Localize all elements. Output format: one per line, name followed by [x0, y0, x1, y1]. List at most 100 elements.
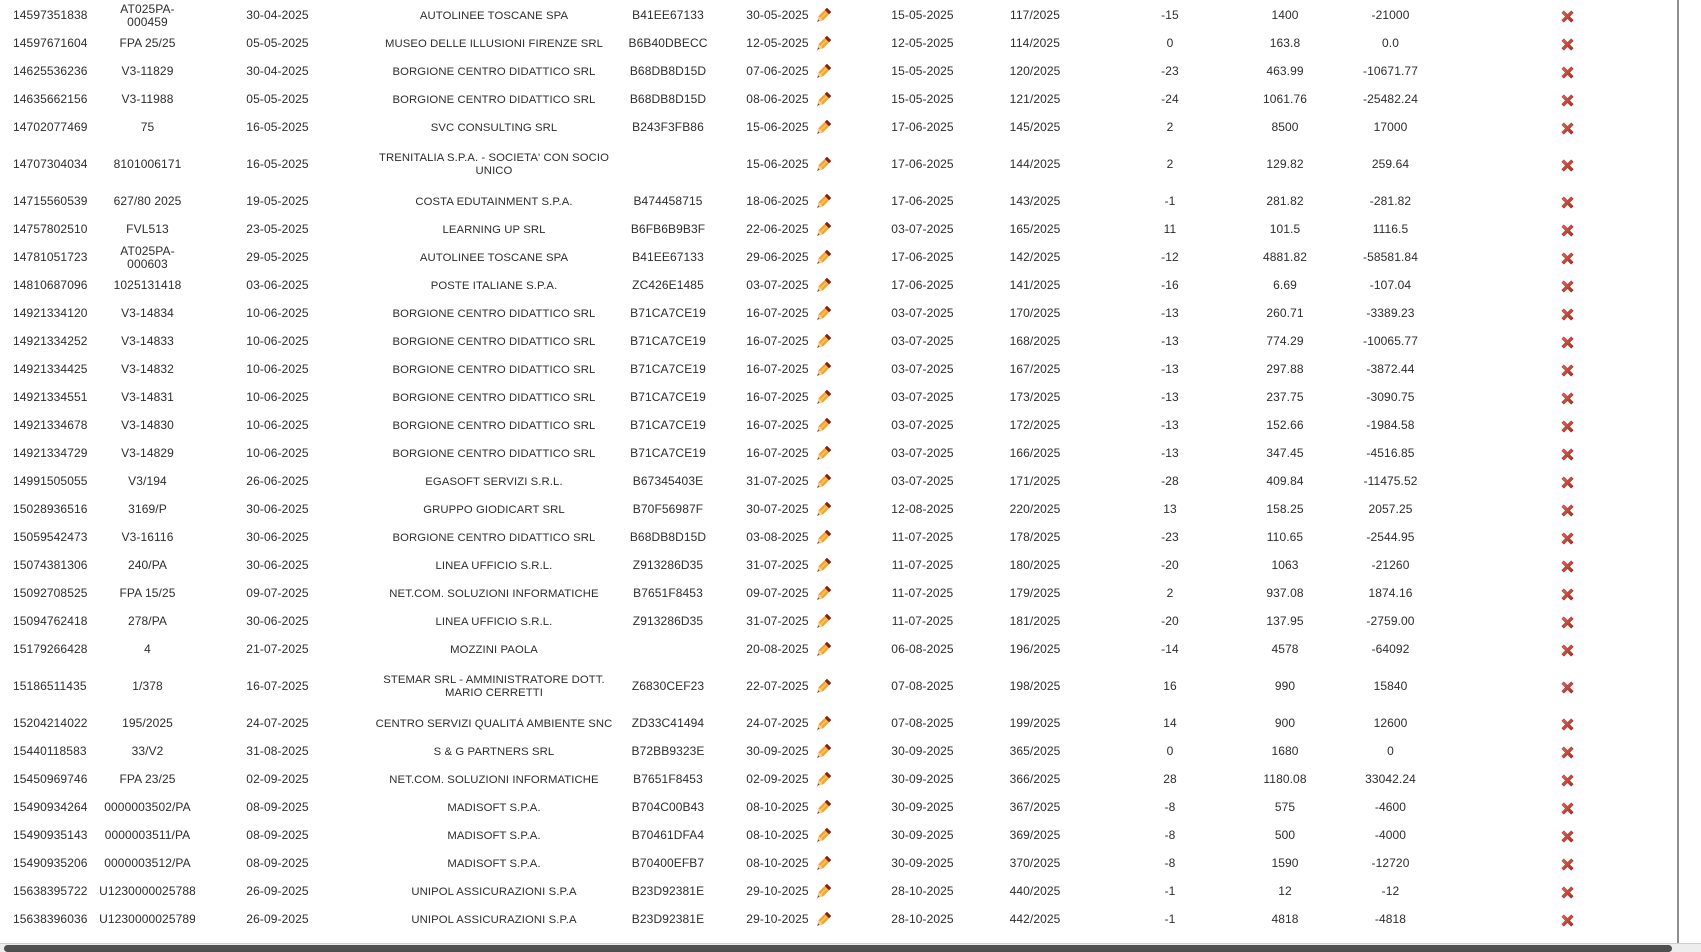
cell-mandate-number: 440/2025: [1009, 885, 1061, 899]
cell-mandate-number: 179/2025: [1009, 587, 1061, 601]
cell-total-amount: 1874.16: [1368, 587, 1413, 601]
edit-due-date-pencil-icon[interactable]: [814, 333, 832, 351]
cell-document-date: 30-06-2025: [246, 531, 309, 545]
edit-due-date-pencil-icon[interactable]: [814, 221, 832, 239]
cell-due-date: 08-10-2025: [708, 855, 870, 873]
delete-row-x-icon[interactable]: [1560, 773, 1575, 788]
delete-row-x-icon[interactable]: [1560, 93, 1575, 108]
cell-due-date: 16-07-2025: [708, 361, 870, 379]
cell-cig-code: B70F56987F: [632, 503, 704, 517]
delete-row-x-icon[interactable]: [1560, 559, 1575, 574]
cell-payment-date: 11-07-2025: [891, 531, 954, 545]
edit-due-date-pencil-icon[interactable]: [814, 119, 832, 137]
invoice-table: 14597351838 AT025PA-000459 30-04-2025 AU…: [0, 2, 1678, 934]
edit-due-date-pencil-icon[interactable]: [814, 855, 832, 873]
edit-due-date-pencil-icon[interactable]: [814, 557, 832, 575]
delete-row-x-icon[interactable]: [1560, 829, 1575, 844]
edit-due-date-pencil-icon[interactable]: [814, 417, 832, 435]
delete-row-x-icon[interactable]: [1560, 363, 1575, 378]
cell-amount: 575: [1274, 801, 1296, 815]
cell-cig-code: B71CA7CE19: [630, 307, 706, 321]
delete-row-x-icon[interactable]: [1560, 121, 1575, 136]
delete-row-x-icon[interactable]: [1560, 717, 1575, 732]
table-row: 15092708525 FPA 15/25 09-07-2025 NET.COM…: [0, 580, 1678, 608]
delete-row-x-icon[interactable]: [1560, 680, 1575, 695]
delete-row-x-icon[interactable]: [1560, 307, 1575, 322]
edit-due-date-pencil-icon[interactable]: [814, 501, 832, 519]
edit-due-date-pencil-icon[interactable]: [814, 35, 832, 53]
edit-due-date-pencil-icon[interactable]: [814, 883, 832, 901]
delete-row-x-icon[interactable]: [1560, 279, 1575, 294]
edit-due-date-pencil-icon[interactable]: [814, 473, 832, 491]
table-row: 15490935206 0000003512/PA 08-09-2025 MAD…: [0, 850, 1678, 878]
edit-due-date-pencil-icon[interactable]: [814, 156, 832, 174]
delete-row-x-icon[interactable]: [1560, 9, 1575, 24]
cell-document-number: U1230000025789: [100, 913, 195, 927]
delete-row-x-icon[interactable]: [1560, 885, 1575, 900]
due-date-value: 30-07-2025: [746, 502, 809, 517]
delete-row-x-icon[interactable]: [1560, 531, 1575, 546]
delete-row-x-icon[interactable]: [1560, 913, 1575, 928]
delete-row-x-icon[interactable]: [1560, 195, 1575, 210]
delete-row-x-icon[interactable]: [1560, 745, 1575, 760]
table-row: 15440118583 33/V2 31-08-2025 S & G PARTN…: [0, 738, 1678, 766]
horizontal-scrollbar[interactable]: [0, 943, 1701, 952]
scrollbar-thumb[interactable]: [4, 945, 1672, 952]
edit-due-date-pencil-icon[interactable]: [814, 771, 832, 789]
edit-due-date-pencil-icon[interactable]: [814, 193, 832, 211]
delete-row-x-icon[interactable]: [1560, 158, 1575, 173]
cell-due-date: 15-06-2025: [708, 156, 870, 174]
cell-document-date: 21-07-2025: [246, 643, 309, 657]
delete-row-x-icon[interactable]: [1560, 857, 1575, 872]
due-date-value: 22-07-2025: [746, 679, 809, 694]
delete-row-x-icon[interactable]: [1560, 643, 1575, 658]
delete-row-x-icon[interactable]: [1560, 65, 1575, 80]
edit-due-date-pencil-icon[interactable]: [814, 715, 832, 733]
cell-document-number: 4: [144, 643, 151, 657]
edit-due-date-pencil-icon[interactable]: [814, 445, 832, 463]
delete-row-x-icon[interactable]: [1560, 391, 1575, 406]
edit-due-date-pencil-icon[interactable]: [814, 389, 832, 407]
delete-row-x-icon[interactable]: [1560, 447, 1575, 462]
edit-due-date-pencil-icon[interactable]: [814, 743, 832, 761]
edit-due-date-pencil-icon[interactable]: [814, 361, 832, 379]
cell-due-date: 16-07-2025: [708, 445, 870, 463]
edit-due-date-pencil-icon[interactable]: [814, 305, 832, 323]
edit-due-date-pencil-icon[interactable]: [814, 585, 832, 603]
cell-supplier-name: LINEA UFFICIO S.R.L.: [435, 615, 553, 628]
cell-payment-date: 30-09-2025: [891, 829, 954, 843]
edit-due-date-pencil-icon[interactable]: [814, 277, 832, 295]
edit-due-date-pencil-icon[interactable]: [814, 827, 832, 845]
edit-due-date-pencil-icon[interactable]: [814, 799, 832, 817]
delete-row-x-icon[interactable]: [1560, 475, 1575, 490]
table-row: 14921334678 V3-14830 10-06-2025 BORGIONE…: [0, 412, 1678, 440]
edit-due-date-pencil-icon[interactable]: [814, 91, 832, 109]
edit-due-date-pencil-icon[interactable]: [814, 641, 832, 659]
delete-row-x-icon[interactable]: [1560, 503, 1575, 518]
edit-due-date-pencil-icon[interactable]: [814, 678, 832, 696]
delete-row-x-icon[interactable]: [1560, 801, 1575, 816]
edit-due-date-pencil-icon[interactable]: [814, 911, 832, 929]
edit-due-date-pencil-icon[interactable]: [814, 7, 832, 25]
edit-due-date-pencil-icon[interactable]: [814, 63, 832, 81]
cell-total-amount: -281.82: [1369, 195, 1412, 209]
edit-due-date-pencil-icon[interactable]: [814, 613, 832, 631]
cell-total-amount: -2544.95: [1366, 531, 1415, 545]
cell-payment-date: 03-07-2025: [891, 223, 954, 237]
edit-due-date-pencil-icon[interactable]: [814, 249, 832, 267]
cell-document-number: 1/378: [132, 680, 163, 694]
delete-row-x-icon[interactable]: [1560, 251, 1575, 266]
cell-cig-code: B23D92381E: [631, 885, 705, 899]
cell-payment-date: 11-07-2025: [891, 559, 954, 573]
delete-row-x-icon[interactable]: [1560, 615, 1575, 630]
delete-row-x-icon[interactable]: [1560, 223, 1575, 238]
cell-days-difference: -1: [1164, 885, 1176, 899]
edit-due-date-pencil-icon[interactable]: [814, 529, 832, 547]
cell-document-date: 26-09-2025: [246, 913, 309, 927]
delete-row-x-icon[interactable]: [1560, 335, 1575, 350]
delete-row-x-icon[interactable]: [1560, 419, 1575, 434]
delete-row-x-icon[interactable]: [1560, 37, 1575, 52]
delete-row-x-icon[interactable]: [1560, 587, 1575, 602]
cell-supplier-name: LEARNING UP SRL: [442, 223, 546, 236]
cell-document-date: 10-06-2025: [246, 447, 309, 461]
